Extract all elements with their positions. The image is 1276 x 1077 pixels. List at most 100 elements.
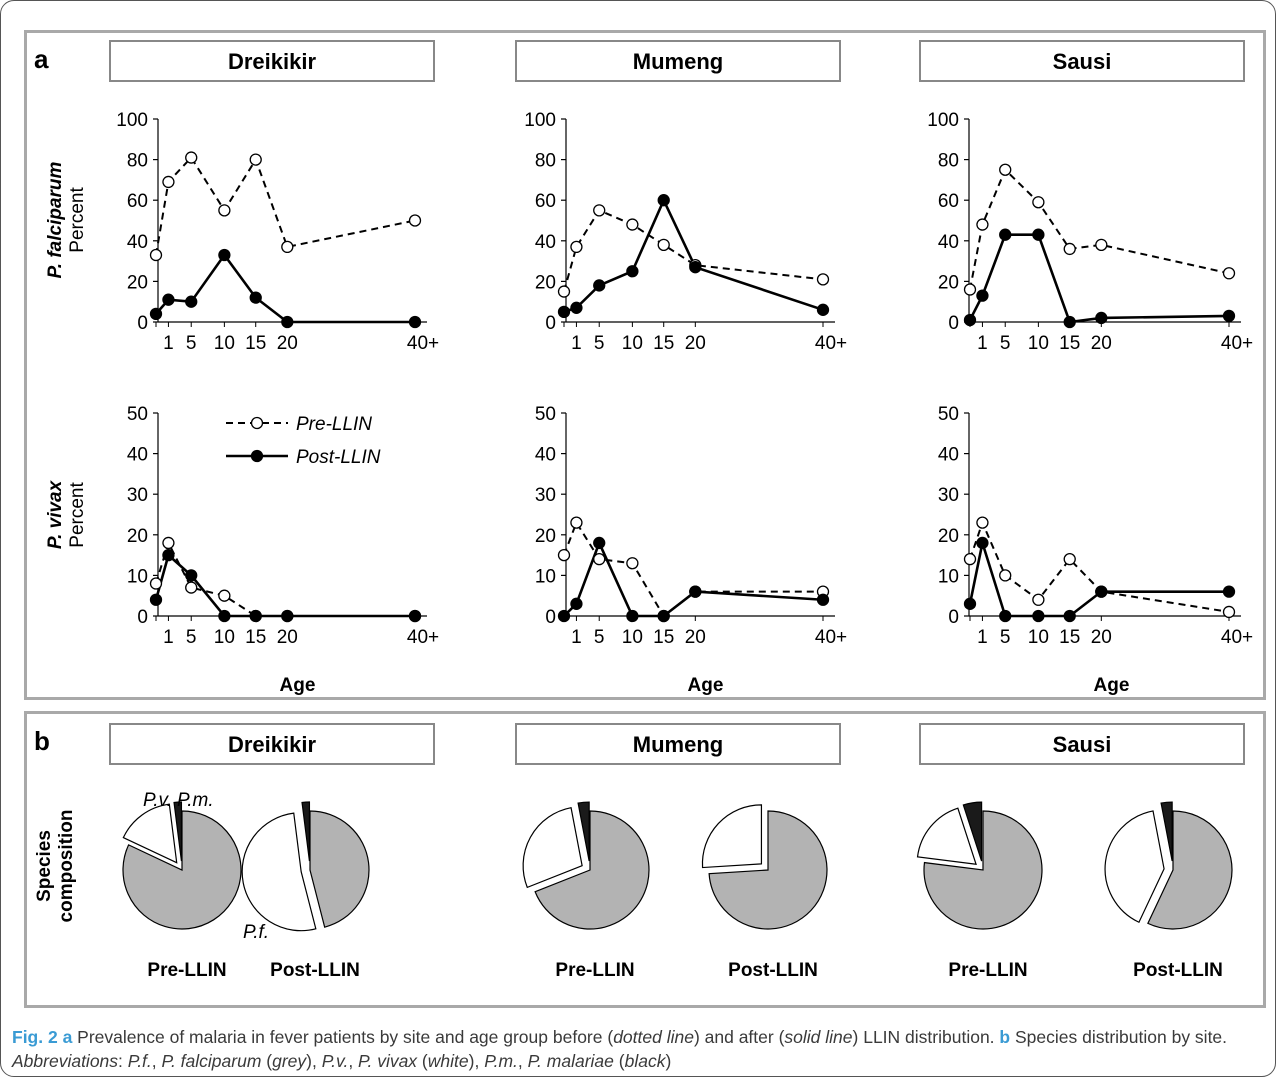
line-chart-2-1-x-tick-label-3: 15 [1059,627,1080,648]
line-chart-0-0-point-pre-4 [249,153,262,166]
line-chart-2-0-point-post-2 [999,228,1012,241]
line-chart-2-0-point-pre-2 [999,163,1012,176]
line-chart-1-1-point-post-6 [816,593,830,606]
line-chart-0-1-x-tick-label-5: 40+ [407,627,439,648]
line-chart-2-0-x-tick-label-4: 20 [1091,333,1112,354]
line-chart-1-0-point-post-4 [657,194,670,207]
line-chart-0-1-x-tick-label-2: 10 [214,627,235,648]
pie-site-header-box-2 [919,723,1245,765]
line-chart-2-0-x-tick-label-1: 5 [1000,333,1011,354]
caption-text-4: Species distribution by site. [1010,1027,1228,1047]
line-chart-1-0-point-post-3 [626,265,639,278]
pie-site-header-box-1 [515,723,841,765]
line-chart-1-0-point-post-6 [816,303,830,316]
line-chart-0-0-y-tick-label-1: 20 [127,272,148,293]
line-chart-2-1-y-tick-label-1: 10 [938,566,959,587]
legend-pre-marker [250,416,264,430]
caption-grey: grey [272,1051,307,1071]
legend: Pre-LLIN Post-LLIN [226,414,381,468]
line-chart-1-0-point-pre-1 [570,240,583,254]
line-chart-1-0-point-post-2 [593,279,606,292]
site-header-1: Mumeng [633,49,723,74]
line-chart-1-0-x-tick-label-4: 20 [685,333,706,354]
line-chart-0-0-x-tick-label-2: 10 [214,333,235,354]
line-chart-1-0-x-tick-label-2: 10 [622,333,643,354]
line-chart-0-0-point-post-5 [281,315,294,329]
line-chart-1-1-point-post-4 [657,609,670,623]
line-chart-2-0-series-pre-line [969,168,1230,290]
line-chart-2-1-point-post-1 [976,536,989,550]
line-chart-0-0-y-tick-label-2: 40 [127,232,148,253]
line-chart-2-1-x-tick-label-4: 20 [1091,627,1112,648]
legend-pre-label: Pre-LLIN [296,414,372,435]
line-chart-1-1-point-pre-2 [593,553,606,566]
panel-a-label: a [34,44,49,74]
caption-b-label: b [999,1027,1011,1047]
row-label-pf: P. falciparum Percent [45,161,88,278]
line-chart-1-0-series-post-line [563,197,824,314]
line-chart-0-0-x-tick-label-0: 1 [163,333,174,354]
row-label-pie: Species composition [34,810,77,923]
line-chart-1-1-y-tick-label-4: 40 [535,445,556,466]
site-header-box-0 [109,40,435,82]
caption-pf-full: P. falciparum [161,1051,262,1071]
row-label-pie-line-1: composition [56,810,77,923]
caption-c9: ) [665,1051,672,1071]
line-chart-0-0-series-pre-line [155,155,416,256]
line-chart-0-0-point-pre-6 [408,214,422,227]
row-label-pv-line-1: Percent [67,482,88,548]
line-chart-1-1-x-tick-label-1: 5 [594,627,605,648]
line-chart-2-1-y-tick-label-5: 50 [938,404,959,425]
caption-pv: P.v. [321,1051,349,1071]
row-label-pf-line-0: P. falciparum [45,161,66,278]
line-chart-2-0-point-post-4 [1063,315,1076,329]
line-chart-2-0-y-tick-label-4: 80 [938,151,959,172]
line-chart-0-0-point-post-3 [218,248,231,262]
pie-2-slice-2 [577,801,590,862]
line-chart-1-0-x-tick-label-1: 5 [594,333,605,354]
line-chart-1-1-point-post-1 [570,597,583,610]
line-chart-2-0-y-tick-label-3: 60 [938,191,959,212]
line-chart-0-1-point-pre-0 [149,577,163,590]
site-header-box-1 [515,40,841,82]
line-chart-0-0-y-tick-label-3: 60 [127,191,148,212]
line-chart-2-0-point-pre-1 [976,218,989,231]
panel-a-border [24,30,1266,700]
line-chart-0-1-y-tick-label-0: 0 [137,607,148,628]
pie-1-slice-1 [241,812,317,932]
pie-2-period-label: Pre-LLIN [555,960,634,981]
caption-c1: , [151,1051,162,1071]
caption-a-label: a [62,1027,73,1047]
pie-3: Post-LLIN [701,804,828,981]
line-chart-0-1-point-post-0 [149,593,163,606]
pie-0-slice-2 [173,801,183,862]
pie-4-slice-2 [962,801,983,862]
line-chart-1-1-point-pre-1 [570,516,583,529]
row-label-pf-line-1: Percent [67,187,88,253]
line-chart-1-1-x-tick-label-0: 1 [571,627,582,648]
line-chart-2-0-point-pre-5 [1095,238,1108,252]
pie-5: Post-LLIN [1104,801,1233,981]
line-chart-1-0-x-tick-label-0: 1 [571,333,582,354]
line-chart-2-1-x-tick-label-5: 40+ [1221,627,1253,648]
line-chart-2-1-point-post-3 [1032,609,1045,623]
pie-site-header-box-0 [109,723,435,765]
site-header-0: Dreikikir [228,49,316,74]
line-chart-0-1-point-post-4 [249,609,262,623]
line-chart-0-1-y-tick-label-1: 10 [127,566,148,587]
pie-0-slice-1 [122,803,178,864]
line-chart-0-0-x-tick-label-5: 40+ [407,333,439,354]
line-chart-2-0-y-tick-label-5: 100 [927,110,959,131]
line-chart-2-0-y-tick-label-1: 20 [938,272,959,293]
line-chart-1-0-y-tick-label-0: 0 [545,313,556,334]
line-chart-0-0-y-tick-label-4: 80 [127,151,148,172]
pie-4-period-label: Pre-LLIN [948,960,1027,981]
line-chart-1-0-point-post-0 [557,305,571,319]
row-label-pv-line-0: P. vivax [45,479,66,549]
line-chart-0-1-point-pre-1 [162,536,175,550]
legend-post-marker [250,449,264,463]
line-chart-2-0-y-tick-label-0: 0 [948,313,959,334]
line-chart-1-0-x-tick-label-3: 15 [653,333,674,354]
caption-text-2: ) and after ( [693,1027,785,1047]
pie-1-slice-2 [301,801,311,862]
